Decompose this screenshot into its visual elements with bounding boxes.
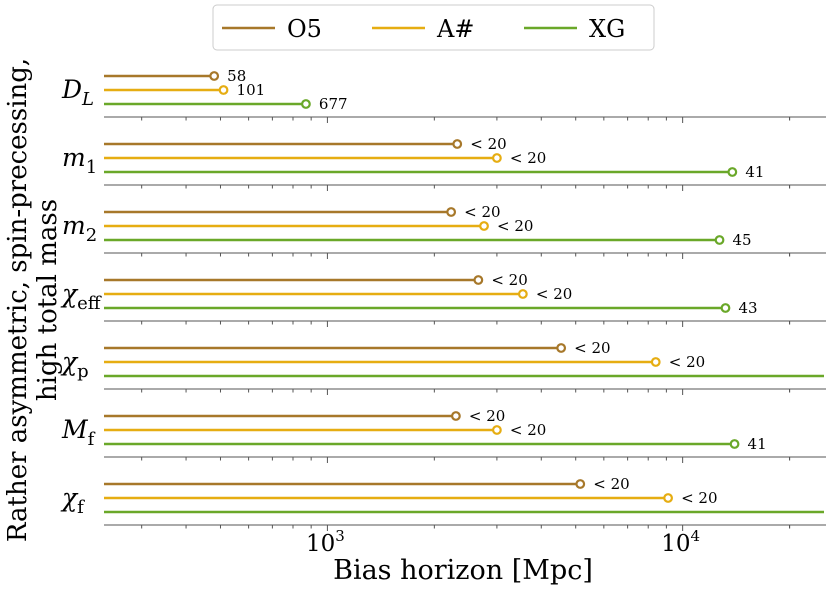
value-label: 101: [237, 81, 266, 99]
bar-end-marker: [556, 343, 567, 353]
bar-end-marker: [209, 71, 220, 81]
value-label: 41: [748, 435, 767, 453]
bar-end-marker: [446, 207, 457, 217]
y-label-line-2: high total mass: [33, 199, 63, 401]
x-tick-label-1: 103: [306, 527, 345, 557]
x-axis-label: Bias horizon [Mpc]: [333, 555, 593, 586]
parameter-label: m1: [62, 143, 97, 178]
value-label: < 20: [469, 407, 505, 425]
y-axis-label: Rather asymmetric, spin-precessing, high …: [3, 58, 63, 542]
value-label: 58: [227, 67, 246, 85]
legend-label-3: XG: [589, 15, 625, 43]
bar-end-marker: [517, 289, 528, 299]
value-label: 43: [738, 299, 757, 317]
panel-4: χeff < 20 < 20 43: [60, 271, 826, 327]
value-label: < 20: [497, 217, 533, 235]
value-label: 41: [745, 163, 764, 181]
value-label: < 20: [536, 285, 572, 303]
value-label: 45: [733, 231, 752, 249]
bar-end-marker: [714, 235, 725, 245]
parameter-label: m2: [62, 211, 97, 246]
value-label: < 20: [574, 339, 610, 357]
parameter-label: Mf: [61, 415, 96, 450]
parameter-label: DL: [61, 75, 94, 110]
parameter-label: χeff: [60, 279, 102, 314]
panel-5: χp < 20 < 20: [60, 339, 826, 395]
value-label: < 20: [470, 135, 506, 153]
bar-end-marker: [720, 303, 731, 313]
panel-3: m2 < 20< 20 45: [62, 203, 826, 259]
bar-end-marker: [479, 221, 489, 231]
bar-end-marker: [492, 425, 502, 435]
value-label: < 20: [593, 475, 629, 493]
x-tick-labels: 103 104: [306, 527, 700, 557]
panel-2: m1 < 20< 20 41: [62, 135, 826, 191]
value-label: < 20: [491, 271, 527, 289]
legend: O5 A# XG: [212, 4, 655, 51]
panel-7: χf < 20 < 20: [60, 475, 826, 531]
bar-end-marker: [301, 99, 311, 109]
x-tick-label-2: 104: [661, 527, 700, 557]
value-label: < 20: [510, 149, 546, 167]
bar-end-marker: [452, 139, 463, 149]
bar-end-marker: [575, 479, 586, 489]
bar-end-marker: [473, 275, 484, 285]
bar-end-marker: [727, 167, 738, 177]
value-label: 677: [319, 95, 348, 113]
legend-label-1: O5: [287, 15, 322, 43]
bar-end-marker: [729, 439, 740, 449]
value-label: < 20: [510, 421, 546, 439]
panel-6: Mf < 20 < 20 41: [61, 407, 826, 463]
parameter-label: χf: [60, 483, 85, 518]
bar-end-marker: [492, 153, 502, 163]
value-label: < 20: [669, 353, 705, 371]
bar-end-marker: [650, 357, 661, 367]
legend-label-2: A#: [436, 15, 474, 43]
bar-end-marker: [451, 411, 461, 421]
legend-box: [212, 4, 655, 51]
value-label: < 20: [681, 489, 717, 507]
bar-end-marker: [218, 85, 229, 95]
bar-end-marker: [663, 493, 673, 503]
y-label-line-1: Rather asymmetric, spin-precessing,: [3, 58, 33, 542]
parameter-label: χp: [60, 347, 89, 382]
value-label: < 20: [464, 203, 500, 221]
